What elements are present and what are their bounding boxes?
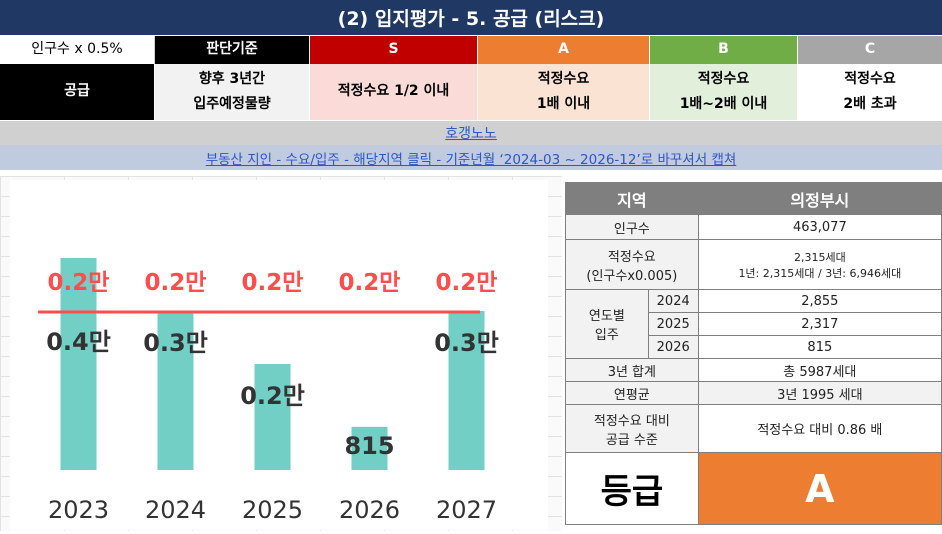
yearly-supply-label-line1: 연도별 bbox=[588, 309, 625, 324]
supply-ratio-label-line2: 공급 수준 bbox=[605, 432, 658, 448]
criteria-measure: 향후 3년간 입주예정물량 bbox=[155, 64, 310, 120]
year-2025: 2025 bbox=[647, 312, 699, 336]
grade-label: 등급 bbox=[565, 452, 699, 525]
source-link[interactable]: 호갱노노 bbox=[0, 121, 942, 145]
criteria-row: 공급 향후 3년간 입주예정물량 적정수요 1/2 이내 적정수요 1배 이내 … bbox=[0, 64, 942, 120]
bar-2027 bbox=[448, 311, 485, 470]
yearly-supply-label-line2: 입주 bbox=[594, 328, 619, 343]
supply-ratio-label: 적정수요 대비 공급 수준 bbox=[565, 404, 699, 453]
criteria-c: 적정수요 2배 초과 bbox=[798, 64, 942, 120]
yearly-supply-label: 연도별 입주 bbox=[565, 289, 649, 359]
bar-2025 bbox=[254, 364, 291, 470]
three-year-sum-label: 3년 합계 bbox=[565, 358, 699, 382]
chart-area: 0.4만 2023 0.2만 0.3만 2024 0.2만 0.2만 2025 0.2만 815 2… bbox=[0, 176, 562, 531]
annual-average-label: 연평균 bbox=[565, 381, 699, 405]
criteria-s: 적정수요 1/2 이내 bbox=[310, 64, 478, 120]
tick-label-2024: 2024 bbox=[145, 496, 206, 524]
value-label-2027: 0.3만 bbox=[434, 329, 499, 357]
tick-label-2025: 2025 bbox=[242, 496, 303, 524]
supply-bar-chart: 0.4만 2023 0.2만 0.3만 2024 0.2만 0.2만 2025 0.2만 815 2… bbox=[38, 258, 499, 524]
proper-demand-value-line2: 1년: 2,315세대 / 3년: 6,946세대 bbox=[738, 266, 902, 280]
reference-label-2024: 0.2만 bbox=[145, 270, 207, 296]
bar-2026 bbox=[351, 426, 388, 470]
year-2024: 2024 bbox=[647, 289, 699, 313]
population-label: 인구수 bbox=[565, 214, 699, 240]
bar-2024 bbox=[157, 311, 194, 470]
annual-average-value: 3년 1995 세대 bbox=[697, 381, 942, 405]
value-label-2024: 0.3만 bbox=[143, 329, 208, 357]
bar-2023 bbox=[60, 258, 97, 470]
region-header: 지역 bbox=[565, 182, 699, 215]
grade-b-header: B bbox=[650, 36, 798, 64]
criteria-b: 적정수요 1배~2배 이내 bbox=[650, 64, 798, 120]
supply-2025: 2,317 bbox=[697, 312, 942, 336]
criteria-c-line2: 2배 초과 bbox=[843, 96, 897, 112]
reference-label-2026: 0.2만 bbox=[339, 270, 401, 296]
population-value: 463,077 bbox=[697, 214, 942, 240]
supply-ratio-value: 적정수요 대비 0.86 배 bbox=[697, 404, 942, 453]
value-label-2023: 0.4만 bbox=[46, 328, 111, 356]
proper-demand-label-line1: 적정수요 bbox=[607, 249, 656, 265]
grade-s-header: S bbox=[310, 36, 478, 64]
reference-label-2025: 0.2만 bbox=[242, 270, 304, 296]
criteria-a-line2: 1배 이내 bbox=[536, 96, 591, 112]
supply-ratio-label-line1: 적정수요 대비 bbox=[593, 413, 670, 429]
supply-2024: 2,855 bbox=[697, 289, 942, 313]
criteria-label: 판단기준 bbox=[155, 36, 310, 64]
three-year-sum-value: 총 5987세대 bbox=[697, 358, 942, 382]
grade-c-header: C bbox=[798, 36, 942, 64]
criteria-c-line1: 적정수요 bbox=[844, 70, 896, 87]
grade-a-header: A bbox=[478, 36, 650, 64]
grade-value: A bbox=[697, 452, 942, 525]
tick-label-2027: 2027 bbox=[436, 496, 497, 524]
criteria-measure-line2: 입주예정물량 bbox=[193, 96, 271, 112]
region-name: 의정부시 bbox=[697, 182, 942, 215]
page-title: (2) 입지평가 - 5. 공급 (리스크) bbox=[0, 0, 942, 36]
value-label-2025: 0.2만 bbox=[240, 382, 305, 410]
proper-demand-value-line1: 2,315세대 bbox=[793, 250, 846, 264]
instruction-link[interactable]: 부동산 지인 - 수요/입주 - 해당지역 클릭 - 기준년월 ‘2024-03… bbox=[0, 145, 942, 170]
criteria-s-line1: 적정수요 1/2 이내 bbox=[337, 83, 450, 100]
reference-label-2023: 0.2만 bbox=[48, 270, 110, 296]
criteria-measure-line1: 향후 3년간 bbox=[198, 70, 266, 87]
tick-label-2026: 2026 bbox=[339, 496, 400, 524]
category-supply: 공급 bbox=[0, 64, 155, 120]
criteria-a: 적정수요 1배 이내 bbox=[478, 64, 650, 120]
population-ratio-label: 인구수 x 0.5% bbox=[0, 36, 155, 64]
year-2026: 2026 bbox=[647, 335, 699, 359]
criteria-b-line2: 1배~2배 이내 bbox=[679, 96, 768, 112]
reference-label-2027: 0.2만 bbox=[436, 270, 498, 296]
criteria-a-line1: 적정수요 bbox=[537, 70, 590, 87]
proper-demand-value: 2,315세대 1년: 2,315세대 / 3년: 6,946세대 bbox=[697, 239, 942, 290]
tick-label-2023: 2023 bbox=[48, 496, 109, 524]
proper-demand-label-line2: (인구수x0.005) bbox=[586, 268, 678, 284]
criteria-b-line1: 적정수요 bbox=[697, 70, 750, 87]
chart-image: 0.4만 2023 0.2만 0.3만 2024 0.2만 0.2만 2025 0.2만 815 2… bbox=[10, 180, 548, 530]
proper-demand-label: 적정수요 (인구수x0.005) bbox=[565, 239, 699, 290]
supply-2026: 815 bbox=[697, 335, 942, 359]
value-label-2026: 815 bbox=[344, 432, 394, 460]
criteria-header-row: 인구수 x 0.5% 판단기준 S A B C bbox=[0, 36, 942, 64]
info-table: 지역 의정부시 인구수 463,077 적정수요 (인구수x0.005) 2,3… bbox=[565, 182, 942, 525]
